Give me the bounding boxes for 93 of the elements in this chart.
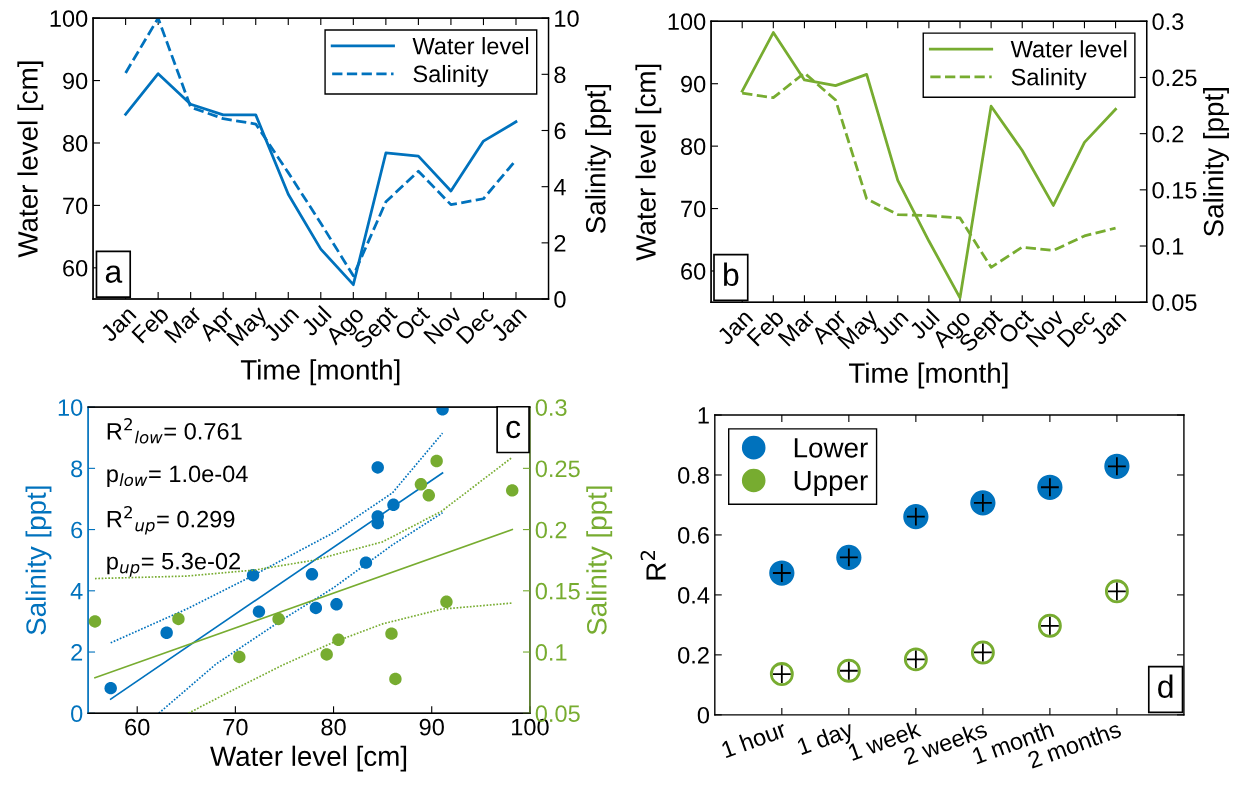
y2-tick-label: 0.3 <box>1152 13 1184 31</box>
y2-tick-label: 0.2 <box>535 521 567 539</box>
y-tick-label: 1 <box>698 407 709 424</box>
line-series <box>157 511 444 714</box>
x-axis-title: Water level [cm] <box>210 745 407 772</box>
y-tick-label: 0 <box>71 705 83 723</box>
y2-tick-label: 0.1 <box>535 644 567 661</box>
y2-tick-label: 0.25 <box>1152 69 1197 87</box>
point <box>104 681 117 695</box>
legend-label: Salinity <box>413 64 489 87</box>
point <box>305 568 319 581</box>
y2-tick-label: 0.05 <box>1152 294 1197 311</box>
point <box>172 612 185 626</box>
x-axis-title: Time [month] <box>849 362 1008 389</box>
point <box>387 498 400 511</box>
y-axis-title: Salinity [ppt] <box>25 486 52 635</box>
x-tick-label: 1 hour <box>720 719 788 759</box>
annotation: R$^{2}$$_{up}$= 0.299 <box>107 505 235 535</box>
legend-label: Upper <box>794 471 868 496</box>
annotation: c <box>506 420 521 439</box>
y-tick-label: 70 <box>63 197 88 215</box>
y2-tick-label: 6 <box>554 122 566 140</box>
y-tick-label: 90 <box>63 72 88 90</box>
point <box>371 461 384 474</box>
y2-tick-label: 8 <box>554 66 566 84</box>
y2-tick-label: 0.15 <box>535 582 580 600</box>
point <box>88 615 102 628</box>
y-tick-label: 0.4 <box>678 586 710 604</box>
y-tick-label: 70 <box>681 200 706 218</box>
y-tick-label: 0.2 <box>678 646 709 664</box>
y-tick-label: 80 <box>681 138 706 155</box>
y-tick-label: 0 <box>697 706 710 724</box>
x-tick-label: 80 <box>321 718 346 736</box>
point <box>246 568 260 582</box>
legend-label: Salinity <box>1011 68 1087 91</box>
y-tick-label: 0.8 <box>678 467 709 484</box>
y2-tick-label: 0.15 <box>1152 181 1197 199</box>
y2-tick-label: 10 <box>555 10 579 27</box>
point <box>272 612 285 626</box>
y-tick-label: 90 <box>681 75 706 93</box>
y2-tick-label: 0.3 <box>535 399 567 416</box>
x-tick-label: 60 <box>125 718 150 736</box>
y-tick-label: 60 <box>63 259 88 277</box>
y-tick-label: 0.6 <box>678 527 709 544</box>
point <box>252 605 266 618</box>
point <box>414 478 428 491</box>
point <box>389 672 402 686</box>
y2-tick-label: 0 <box>554 291 566 308</box>
y-tick-label: 10 <box>58 399 83 416</box>
y2-tick-label: 0.2 <box>1152 125 1184 143</box>
legend-label: Water level <box>1010 40 1127 58</box>
point <box>330 598 343 611</box>
y-tick-label: 4 <box>70 583 83 600</box>
point <box>430 454 443 468</box>
point <box>332 633 345 646</box>
y2-axis-title: Salinity [ppt] <box>585 84 612 233</box>
point <box>233 650 246 664</box>
point <box>320 648 333 661</box>
annotation: a <box>105 265 123 283</box>
annotation: d <box>1158 674 1173 699</box>
y2-tick-label: 4 <box>553 178 566 196</box>
line-series <box>94 456 514 580</box>
y-axis-title: Water level [cm] <box>17 61 44 258</box>
point <box>309 601 323 615</box>
y-tick-label: 100 <box>50 10 88 27</box>
x-tick-label: 70 <box>223 718 248 736</box>
y-axis-title: R$^{2}$ <box>640 550 666 580</box>
y2-axis-title: Salinity [ppt] <box>586 486 613 635</box>
legend-label: Lower <box>794 438 868 458</box>
y-tick-label: 8 <box>71 460 83 478</box>
y2-tick-label: 0.25 <box>535 460 580 478</box>
point <box>385 627 398 640</box>
point <box>359 556 373 569</box>
point <box>440 595 453 609</box>
x-axis-title: Time [month] <box>240 359 400 386</box>
annotation: p$_{low}$= 1.0e-04 <box>107 465 248 487</box>
legend-label: Water level <box>412 37 529 55</box>
x-tick-label: 90 <box>419 718 444 736</box>
y2-axis-title: Salinity [ppt] <box>1203 88 1229 237</box>
point <box>422 489 435 502</box>
y-axis-title: Water level [cm] <box>635 64 662 261</box>
y2-tick-label: 0.1 <box>1152 238 1184 255</box>
annotation: b <box>724 262 739 287</box>
y2-tick-label: 2 <box>554 234 566 252</box>
y-tick-label: 100 <box>668 13 706 31</box>
y-tick-label: 2 <box>71 644 83 661</box>
y-tick-label: 6 <box>71 521 83 539</box>
point <box>160 626 173 639</box>
y-tick-label: 60 <box>681 263 706 280</box>
y-tick-label: 80 <box>62 135 88 152</box>
point <box>506 484 519 497</box>
annotation: p$_{up}$= 5.3e-02 <box>107 552 240 577</box>
annotation: R$^{2}$$_{low}$= 0.761 <box>107 418 242 444</box>
